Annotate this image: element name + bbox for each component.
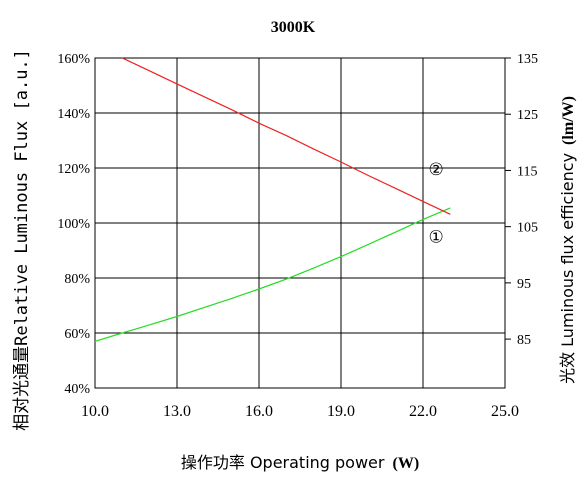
series-group <box>94 57 451 342</box>
y-right-tick-labels: 85 95 105 115 125 135 <box>505 52 538 348</box>
chart-title: 3000K <box>271 19 316 36</box>
y-left-tick-label: 60% <box>64 327 90 342</box>
x-tick-label: 10.0 <box>81 403 109 420</box>
x-tick-label: 16.0 <box>245 403 273 420</box>
x-axis-label-unit: (W) <box>392 455 419 472</box>
y-axis-left-label: 相对光通量Relative Luminous Flux [a.u.] <box>12 49 32 431</box>
grid <box>94 57 506 389</box>
x-axis-label: 操作功率 Operating power (W) <box>181 453 419 472</box>
plot-frame <box>94 57 506 389</box>
x-tick-label: 19.0 <box>327 403 355 420</box>
x-tick-label: 22.0 <box>409 403 437 420</box>
y-left-tick-label: 120% <box>57 162 90 177</box>
y-axis-right-label-text: 光效 Luminous flux efficiency <box>558 153 577 384</box>
y-right-tick-label: 125 <box>517 108 538 123</box>
x-tick-labels: 10.0 13.0 16.0 19.0 22.0 25.0 <box>81 403 519 420</box>
y-left-tick-label: 140% <box>57 107 90 122</box>
y-axis-right-label-unit: (lm/W) <box>560 96 577 145</box>
y-left-tick-label: 40% <box>64 382 90 397</box>
y-right-tick-label: 105 <box>517 221 538 236</box>
x-tick-label: 25.0 <box>491 403 519 420</box>
series-annotation: ② <box>428 160 443 179</box>
y-left-tick-label: 160% <box>57 52 90 67</box>
y-left-tick-label: 100% <box>57 217 90 232</box>
series-1-line <box>94 207 451 342</box>
y-left-tick-label: 80% <box>64 272 90 287</box>
y-right-tick-label: 95 <box>517 277 531 292</box>
x-tick-label: 13.0 <box>163 403 191 420</box>
y-axis-right-label: 光效 Luminous flux efficiency (lm/W) <box>558 96 577 384</box>
y-left-tick-labels: 40% 60% 80% 100% 120% 140% 160% <box>57 52 90 397</box>
y-right-tick-label: 115 <box>517 164 537 179</box>
x-axis-label-text: 操作功率 Operating power <box>181 453 385 472</box>
annotations: ②① <box>428 160 443 246</box>
series-2-line <box>122 57 451 215</box>
y-right-tick-label: 135 <box>517 52 538 67</box>
y-right-tick-label: 85 <box>517 333 531 348</box>
series-annotation: ① <box>428 227 443 246</box>
